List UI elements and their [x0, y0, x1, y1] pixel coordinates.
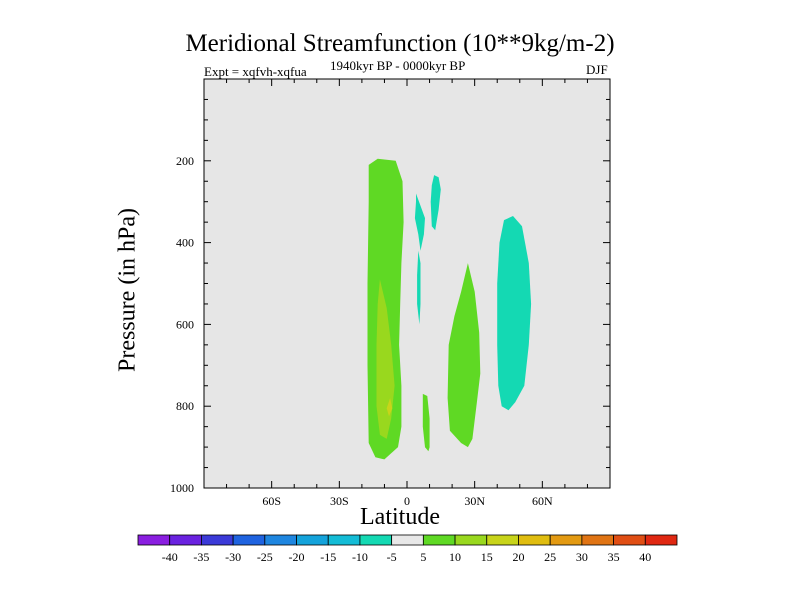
colorbar-swatch	[232, 534, 266, 546]
y-tick-label: 200	[176, 154, 194, 168]
colorbar-label: 40	[639, 550, 651, 564]
colorbar-swatch	[581, 534, 614, 546]
colorbar-label: -20	[289, 550, 305, 564]
x-tick-label: 60S	[262, 494, 281, 508]
region-green-sliver-eq	[422, 393, 430, 452]
colorbar-swatch	[264, 534, 297, 546]
colorbar-swatch	[549, 534, 583, 546]
y-tick-label: 800	[176, 399, 194, 413]
colorbar-label: -40	[162, 550, 178, 564]
colorbar-label: -15	[320, 550, 336, 564]
region-cyan-sliver-nh	[430, 175, 441, 231]
region-cyan-cell-nh	[497, 216, 532, 411]
plot-background	[204, 79, 610, 488]
x-tick-label: 60N	[532, 494, 553, 508]
colorbar-label: 35	[608, 550, 620, 564]
colorbar-label: 20	[512, 550, 524, 564]
region-cyan-sliver-eq-upper	[414, 193, 425, 251]
period-label: 1940kyr BP - 0000kyr BP	[330, 58, 466, 73]
experiment-label: Expt = xqfvh-xqfua	[204, 64, 307, 79]
colorbar-label: -5	[387, 550, 397, 564]
colorbar-swatch	[486, 534, 519, 546]
x-tick-label: 30S	[330, 494, 349, 508]
season-label: DJF	[586, 62, 608, 77]
y-tick-label: 600	[176, 317, 194, 331]
region-yellow-core-sh	[386, 398, 393, 417]
contour-regions	[367, 158, 532, 460]
region-green-cell-nh	[447, 263, 481, 448]
colorbar-swatch	[169, 534, 202, 546]
y-tick-label: 1000	[170, 481, 194, 495]
axis-ticks: 60S 30S 0 30N 60N 200 400 600 800 1000	[170, 78, 611, 508]
colorbar-label: 25	[544, 550, 556, 564]
colorbar-swatch	[613, 534, 646, 546]
region-cyan-sliver-eq-lower	[417, 250, 421, 325]
colorbar-label: 5	[420, 550, 426, 564]
colorbar-label: 10	[449, 550, 461, 564]
colorbar-swatch	[454, 534, 488, 546]
colorbar-swatch	[644, 534, 678, 546]
colorbar-label: -35	[193, 550, 209, 564]
colorbar-swatch	[359, 534, 393, 546]
colorbar-swatch	[296, 534, 329, 546]
colorbar-swatch	[391, 534, 424, 546]
colorbar-label: 30	[576, 550, 588, 564]
y-tick-label: 400	[176, 236, 194, 250]
colorbar-label: -25	[257, 550, 273, 564]
colorbar-label: -30	[225, 550, 241, 564]
colorbar-swatch	[137, 534, 171, 546]
colorbar-swatch	[327, 534, 361, 546]
colorbar-label: 15	[481, 550, 493, 564]
x-tick-label: 30N	[464, 494, 485, 508]
colorbar-swatch	[201, 534, 234, 546]
colorbar-swatch	[518, 534, 551, 546]
colorbar: -40 -35 -30 -25 -20 -15 -10 -5 5 10 15 20 25 30 35 40	[137, 534, 678, 564]
x-tick-label: 0	[404, 494, 410, 508]
colorbar-swatch	[422, 534, 456, 546]
colorbar-label: -10	[352, 550, 368, 564]
x-axis-label: Latitude	[360, 504, 440, 530]
chart-title: Meridional Streamfunction (10**9kg/m-2)	[185, 30, 615, 57]
